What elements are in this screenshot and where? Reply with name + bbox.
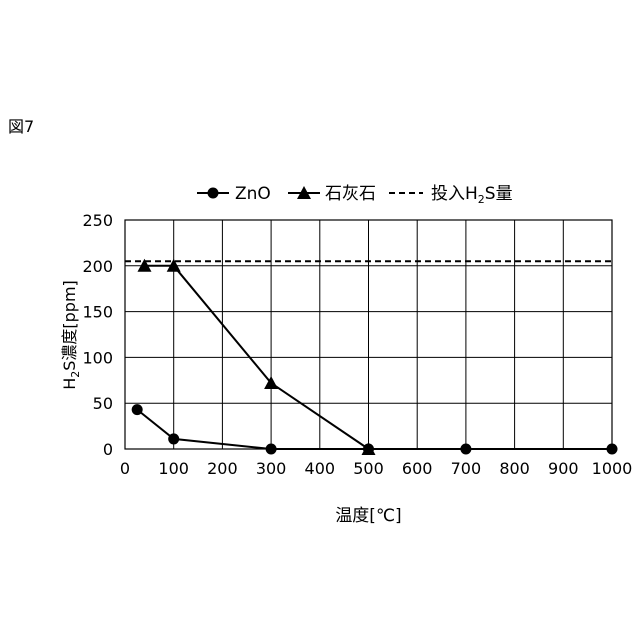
x-tick-label: 800 [499,459,530,478]
plot-area: 0 50 100 150 200 250 0 100 200 300 400 500 600 700 800… [60,211,632,526]
data-point-circle [266,444,277,455]
y-tick-label: 200 [82,257,113,276]
y-axis-label-base: H [60,378,79,390]
x-tick-label: 400 [305,459,336,478]
x-tick-label: 100 [158,459,189,478]
y-axis-label-rest: S濃度[ppm] [60,280,79,371]
data-point-circle [607,444,618,455]
x-tick-label: 300 [256,459,287,478]
data-point-circle [168,433,179,444]
legend: ZnO 石灰石 投入H2S量 [197,184,513,206]
y-tick-label: 100 [82,348,113,367]
legend-label-limestone: 石灰石 [325,184,376,204]
legend-reference-sub: 2 [478,193,485,206]
x-tick-label: 700 [451,459,482,478]
y-tick-label: 0 [103,440,113,459]
x-tick-label: 0 [120,459,130,478]
legend-marker-circle [208,188,219,199]
legend-reference-rest: S量 [485,184,513,204]
x-tick-label: 500 [353,459,384,478]
data-point-circle [460,444,471,455]
x-axis-label: 温度[℃] [335,506,401,526]
x-tick-label: 1000 [592,459,633,478]
x-tick-label: 200 [207,459,238,478]
series-line-0 [137,410,612,449]
data-point-circle [132,404,143,415]
legend-label-reference: 投入H2S量 [431,184,513,206]
y-tick-label: 150 [82,303,113,322]
x-tick-label: 900 [548,459,579,478]
y-axis-label: H2S濃度[ppm] [60,280,82,390]
legend-reference-base: 投入H [431,184,478,204]
y-axis-label-sub: 2 [69,371,82,378]
x-tick-label: 600 [402,459,433,478]
legend-label-zno: ZnO [235,184,271,204]
y-tick-label: 50 [93,394,113,413]
y-tick-label: 250 [82,211,113,230]
